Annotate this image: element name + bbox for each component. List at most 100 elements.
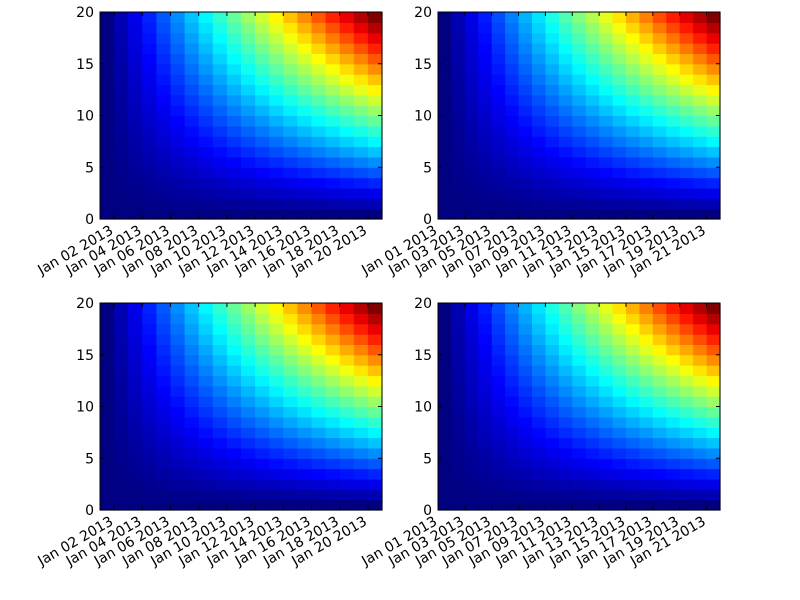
heatmap-cell — [114, 63, 129, 75]
heatmap-cell — [269, 136, 284, 148]
heatmap-cell — [491, 167, 506, 179]
heatmap-cell — [269, 416, 284, 428]
heatmap-cell — [438, 427, 453, 439]
heatmap-cell — [599, 22, 614, 34]
heatmap-cell — [156, 427, 172, 439]
heatmap-cell — [367, 63, 383, 75]
heatmap-cell — [451, 427, 466, 439]
heatmap-cell — [464, 334, 479, 345]
heatmap-cell — [283, 136, 298, 148]
heatmap-cell — [652, 94, 667, 106]
heatmap-cell — [464, 427, 479, 439]
heatmap-cell — [297, 375, 313, 387]
heatmap-cell — [255, 427, 270, 439]
heatmap-cell — [612, 468, 627, 480]
heatmap-cell — [545, 74, 560, 86]
heatmap-cell — [652, 499, 667, 511]
heatmap-cell — [478, 12, 493, 23]
heatmap-cell — [283, 385, 298, 397]
heatmap-cell — [464, 156, 479, 168]
heatmap-cell — [198, 12, 214, 23]
heatmap-cell — [311, 313, 327, 325]
heatmap-cell — [142, 303, 157, 314]
heatmap-cell — [693, 427, 708, 439]
heatmap-cell — [491, 313, 506, 325]
heatmap-cell — [666, 468, 681, 480]
heatmap-cell — [585, 94, 600, 106]
heatmap-cell — [156, 115, 172, 127]
heatmap-cell — [693, 478, 708, 490]
heatmap-cell — [156, 437, 172, 449]
heatmap-cell — [652, 22, 667, 34]
heatmap-cell — [128, 427, 143, 439]
heatmap-cell — [325, 447, 341, 459]
heatmap-cell — [156, 468, 172, 480]
heatmap-cell — [325, 84, 341, 96]
heatmap-cell — [128, 74, 143, 86]
heatmap-cell — [212, 32, 228, 44]
heatmap-cell — [170, 115, 186, 127]
heatmap-cell — [478, 156, 493, 168]
heatmap-cell — [184, 344, 200, 356]
heatmap-cell — [438, 94, 453, 106]
heatmap-cell — [184, 136, 200, 148]
heatmap-cell — [464, 115, 479, 127]
heatmap-cell — [241, 303, 256, 314]
heatmap-cell — [679, 437, 694, 449]
heatmap-cell — [505, 354, 520, 366]
heatmap-cell — [128, 156, 143, 168]
heatmap-cell — [142, 22, 157, 34]
heatmap-cell — [100, 136, 115, 148]
heatmap-cell — [572, 146, 587, 158]
heatmap-cell — [353, 136, 369, 148]
heatmap-cell — [170, 385, 186, 397]
heatmap-cell — [532, 354, 547, 366]
heatmap-cell — [198, 177, 214, 189]
heatmap-cell — [693, 375, 708, 387]
heatmap-cell — [100, 478, 115, 490]
heatmap-cell — [505, 94, 520, 106]
heatmap-cell — [679, 416, 694, 428]
heatmap-cell — [652, 396, 667, 408]
heatmap-cell — [532, 156, 547, 168]
heatmap-cell — [451, 468, 466, 480]
heatmap-cell — [212, 136, 228, 148]
heatmap-cell — [558, 478, 573, 490]
heatmap-cell — [170, 187, 186, 199]
heatmap-cell — [339, 344, 355, 356]
heatmap-cell — [311, 167, 327, 179]
heatmap-cell — [170, 43, 186, 54]
heatmap-cell — [693, 22, 708, 34]
heatmap-cell — [572, 94, 587, 106]
heatmap-cell — [585, 63, 600, 75]
heatmap-cell — [585, 437, 600, 449]
y-tick-label: 10 — [76, 400, 94, 416]
heatmap-cell — [198, 344, 214, 356]
heatmap-cell — [451, 12, 466, 23]
heatmap-cell — [693, 468, 708, 480]
heatmap-cell — [558, 167, 573, 179]
heatmap-cell — [626, 32, 641, 44]
heatmap-cell — [325, 177, 341, 189]
heatmap-cell — [545, 177, 560, 189]
heatmap-cell — [451, 167, 466, 179]
heatmap-cell — [451, 74, 466, 86]
heatmap-cell — [283, 22, 298, 34]
heatmap-cell — [666, 354, 681, 366]
heatmap-cell — [269, 74, 284, 86]
heatmap-cell — [491, 458, 506, 470]
heatmap-cell — [626, 344, 641, 356]
heatmap-cell — [585, 177, 600, 189]
heatmap-cell — [212, 53, 228, 65]
heatmap-cell — [212, 146, 228, 158]
heatmap-cell — [255, 156, 270, 168]
heatmap-cell — [170, 136, 186, 148]
heatmap-cell — [532, 447, 547, 459]
heatmap-cell — [100, 167, 115, 179]
heatmap-cell — [491, 344, 506, 356]
y-tick-label: 10 — [76, 109, 94, 125]
heatmap-cell — [505, 156, 520, 168]
heatmap-cell — [212, 478, 228, 490]
heatmap-cell — [478, 167, 493, 179]
heatmap-cell — [325, 167, 341, 179]
